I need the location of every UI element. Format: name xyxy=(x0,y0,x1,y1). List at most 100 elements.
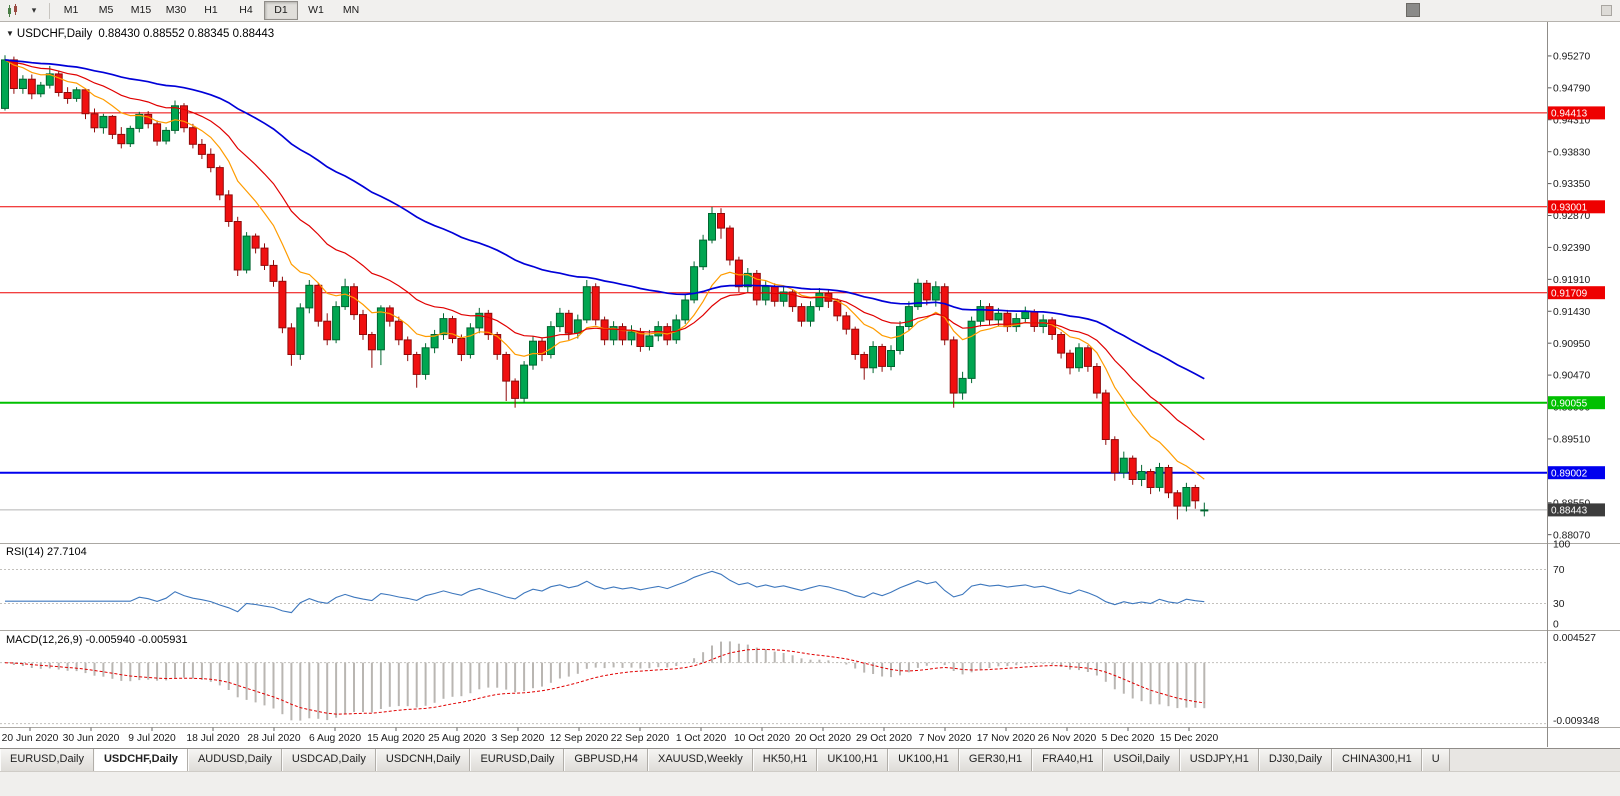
toolbar-separator xyxy=(49,2,50,19)
time-axis[interactable]: 20 Jun 2020 30 Jun 2020 9 Jul 2020 18 Jul 2… xyxy=(2,727,1219,745)
timeframe-buttons: M1 M5 M15 M30 H1 H4 D1 W1 MN xyxy=(54,1,369,20)
title-collapse-icon[interactable]: ▼ xyxy=(6,29,14,38)
svg-text:0.88070: 0.88070 xyxy=(1553,530,1590,541)
chart-tab-dj30-daily[interactable]: DJ30,Daily xyxy=(1258,749,1333,771)
chart-tab-usdjpy-h1[interactable]: USDJPY,H1 xyxy=(1179,749,1259,771)
svg-text:0.95270: 0.95270 xyxy=(1553,52,1590,63)
candles-layer xyxy=(1,55,1209,520)
chart-tab-usdcnh-daily[interactable]: USDCNH,Daily xyxy=(375,749,471,771)
svg-text:0.90470: 0.90470 xyxy=(1553,371,1590,382)
timeframe-button-m30[interactable]: M30 xyxy=(159,1,193,20)
timeframe-toolbar: ▾ M1 M5 M15 M30 H1 H4 D1 W1 MN xyxy=(0,0,1620,22)
svg-text:15 Dec 2020: 15 Dec 2020 xyxy=(1160,733,1219,744)
price-tag-0.91709[interactable]: 0.91709 xyxy=(1548,286,1605,300)
price-tag-0.89002[interactable]: 0.89002 xyxy=(1548,466,1605,480)
svg-text:0.94413: 0.94413 xyxy=(1551,109,1588,120)
timeframe-button-w1[interactable]: W1 xyxy=(299,1,333,20)
svg-text:30: 30 xyxy=(1553,599,1565,610)
macd-label: MACD(12,26,9) -0.005940 -0.005931 xyxy=(6,634,188,646)
chart-tab-audusd-daily[interactable]: AUDUSD,Daily xyxy=(187,749,282,771)
toolbar-corner-icon[interactable] xyxy=(1601,5,1612,16)
chart-tab-u[interactable]: U xyxy=(1421,749,1450,771)
svg-text:20 Oct 2020: 20 Oct 2020 xyxy=(795,733,851,744)
chart-tab-fra40-h1[interactable]: FRA40,H1 xyxy=(1032,749,1104,771)
svg-text:29 Oct 2020: 29 Oct 2020 xyxy=(856,733,912,744)
svg-text:1 Oct 2020: 1 Oct 2020 xyxy=(676,733,727,744)
svg-text:0.92870: 0.92870 xyxy=(1553,211,1590,222)
chart-tab-bar: EURUSD,Daily USDCHF,Daily AUDUSD,Daily USDC… xyxy=(0,748,1620,772)
svg-text:0.91709: 0.91709 xyxy=(1551,289,1588,300)
svg-text:22 Sep 2020: 22 Sep 2020 xyxy=(611,733,670,744)
chart-tab-uk100-h1[interactable]: UK100,H1 xyxy=(888,749,959,771)
svg-text:5 Dec 2020: 5 Dec 2020 xyxy=(1102,733,1155,744)
chart-symbol-label: USDCHF,Daily xyxy=(16,28,93,40)
macd-grid-lines xyxy=(0,662,1547,725)
svg-text:0.91430: 0.91430 xyxy=(1553,307,1590,318)
price-tag-0.90055[interactable]: 0.90055 xyxy=(1548,396,1605,410)
svg-text:30 Jun 2020: 30 Jun 2020 xyxy=(63,733,120,744)
chart-dropdown-icon[interactable]: ▾ xyxy=(31,5,37,15)
rsi-level-lines xyxy=(0,569,1547,604)
rsi-axis-labels: 100 70 30 0 xyxy=(1553,540,1570,631)
timeframe-button-h4[interactable]: H4 xyxy=(229,1,263,20)
chart-tab-ger30-h1[interactable]: GER30,H1 xyxy=(958,749,1033,771)
timeframe-button-mn[interactable]: MN xyxy=(334,1,368,20)
svg-text:0.89510: 0.89510 xyxy=(1553,435,1590,446)
chart-tab-gbpusd-h4[interactable]: GBPUSD,H4 xyxy=(564,749,648,771)
svg-text:9 Jul 2020: 9 Jul 2020 xyxy=(128,733,176,744)
toolbar-misc-icon[interactable] xyxy=(1406,3,1420,17)
svg-text:0.92390: 0.92390 xyxy=(1553,243,1590,254)
timeframe-button-h1[interactable]: H1 xyxy=(194,1,228,20)
price-tag-0.93001[interactable]: 0.93001 xyxy=(1548,200,1605,214)
chart-tab-usdchf-daily[interactable]: USDCHF,Daily xyxy=(93,749,188,771)
svg-text:6 Aug 2020: 6 Aug 2020 xyxy=(309,733,361,744)
timeframe-button-m15[interactable]: M15 xyxy=(124,1,158,20)
macd-signal-line xyxy=(4,648,1205,715)
svg-text:0.88443: 0.88443 xyxy=(1551,506,1588,517)
timeframe-button-m1[interactable]: M1 xyxy=(54,1,88,20)
rsi-line xyxy=(5,570,1205,614)
svg-text:20 Jun 2020: 20 Jun 2020 xyxy=(2,733,59,744)
svg-text:3 Sep 2020: 3 Sep 2020 xyxy=(492,733,545,744)
svg-text:26 Nov 2020: 26 Nov 2020 xyxy=(1038,733,1097,744)
svg-text:0.004527: 0.004527 xyxy=(1553,633,1596,644)
svg-text:-0.009348: -0.009348 xyxy=(1553,716,1600,727)
svg-text:0.91910: 0.91910 xyxy=(1553,275,1590,286)
chart-tab-xauusd-weekly[interactable]: XAUUSD,Weekly xyxy=(647,749,753,771)
svg-text:0.94310: 0.94310 xyxy=(1553,115,1590,126)
svg-text:0.90055: 0.90055 xyxy=(1551,399,1588,410)
toolbar-right-group xyxy=(1406,3,1420,17)
chart-tab-usoil-daily[interactable]: USOil,Daily xyxy=(1103,749,1180,771)
chart-area[interactable]: 0.95270 0.94790 0.94310 0.93830 0.93350 0.928… xyxy=(0,22,1620,748)
chart-tab-eurusd-daily[interactable]: EURUSD,Daily xyxy=(470,749,565,771)
current-price-tag[interactable]: 0.88443 xyxy=(1548,503,1605,517)
svg-text:25 Aug 2020: 25 Aug 2020 xyxy=(428,733,486,744)
svg-text:15 Aug 2020: 15 Aug 2020 xyxy=(367,733,425,744)
chart-tab-hk50-h1[interactable]: HK50,H1 xyxy=(752,749,818,771)
svg-text:0.93830: 0.93830 xyxy=(1553,147,1590,158)
timeframe-button-m5[interactable]: M5 xyxy=(89,1,123,20)
svg-text:100: 100 xyxy=(1553,540,1570,551)
rsi-label: RSI(14) 27.7104 xyxy=(6,546,87,558)
chart-window-icon[interactable] xyxy=(3,2,23,20)
svg-text:0: 0 xyxy=(1553,620,1559,631)
svg-text:10 Oct 2020: 10 Oct 2020 xyxy=(734,733,790,744)
status-bar xyxy=(0,771,1620,796)
chart-tab-usdcad-daily[interactable]: USDCAD,Daily xyxy=(281,749,376,771)
panel-separators xyxy=(0,22,1620,747)
svg-text:12 Sep 2020: 12 Sep 2020 xyxy=(550,733,609,744)
svg-text:0.90950: 0.90950 xyxy=(1553,339,1590,350)
chart-ohlc-values: 0.88430 0.88552 0.88345 0.88443 xyxy=(98,28,275,40)
macd-histogram xyxy=(12,641,1206,721)
svg-text:0.93350: 0.93350 xyxy=(1553,179,1590,190)
candlestick-glyph xyxy=(8,3,17,17)
svg-text:7 Nov 2020: 7 Nov 2020 xyxy=(919,733,972,744)
chart-tab-eurusd-daily[interactable]: EURUSD,Daily xyxy=(0,749,94,771)
svg-text:70: 70 xyxy=(1553,565,1565,576)
price-tag-0.94413[interactable]: 0.94413 xyxy=(1548,106,1605,120)
svg-text:18 Jul 2020: 18 Jul 2020 xyxy=(186,733,240,744)
chart-tab-uk100-h1[interactable]: UK100,H1 xyxy=(817,749,889,771)
timeframe-button-d1[interactable]: D1 xyxy=(264,1,298,20)
chart-tab-china300-h1[interactable]: CHINA300,H1 xyxy=(1332,749,1422,771)
